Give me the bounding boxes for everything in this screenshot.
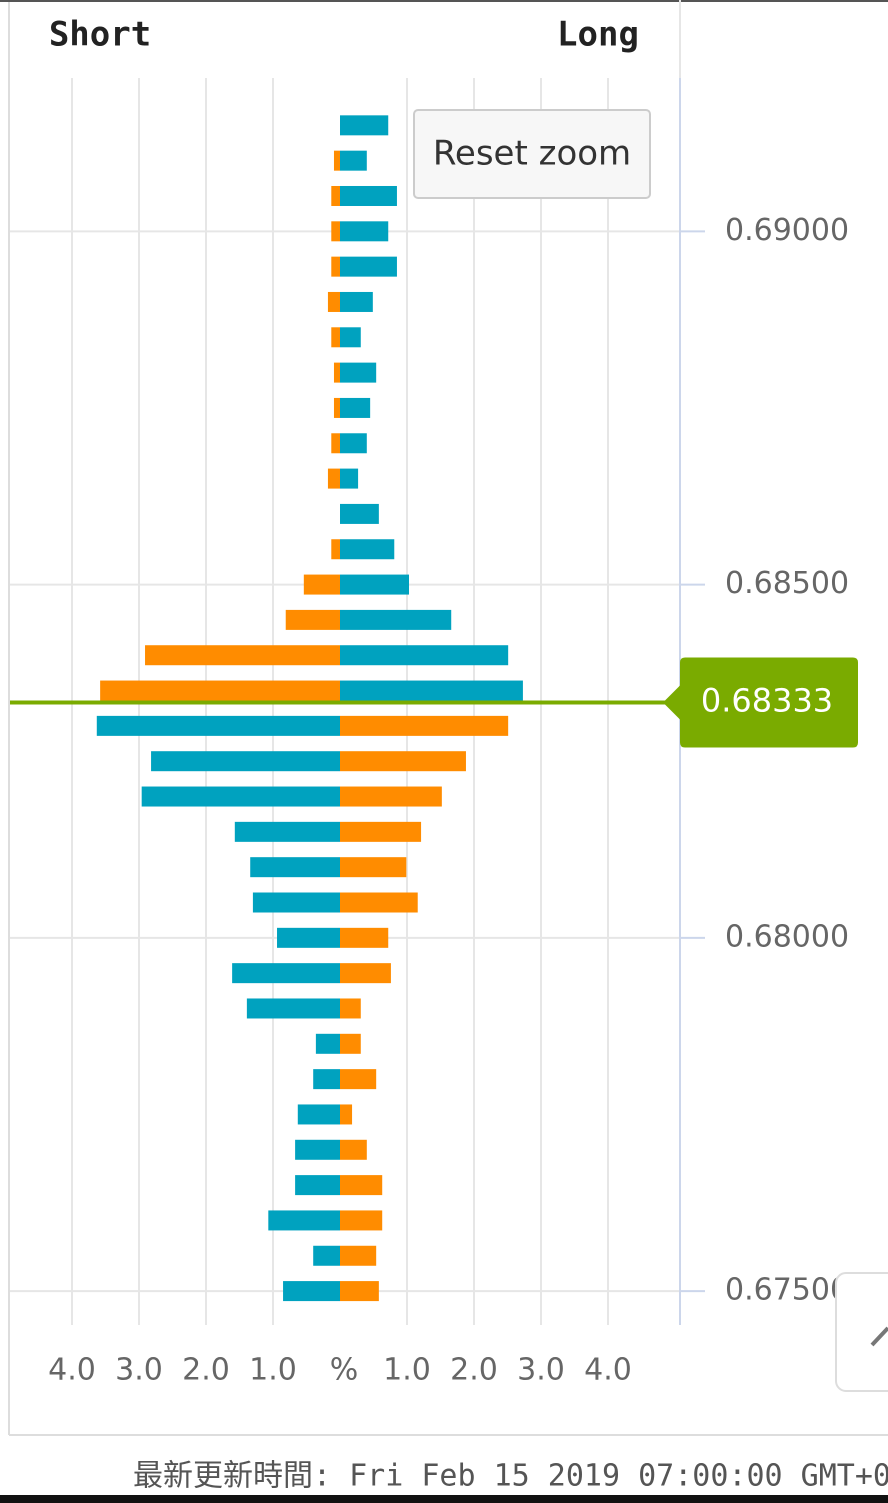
bar	[333, 397, 340, 418]
bar	[340, 291, 373, 312]
reset-button-bg[interactable]	[413, 109, 651, 199]
bar	[340, 609, 452, 630]
bar	[277, 927, 340, 948]
bar	[327, 468, 340, 489]
bar	[340, 786, 442, 807]
bar	[313, 1069, 340, 1090]
bar	[315, 1033, 340, 1054]
bar	[250, 857, 340, 878]
bar	[340, 998, 361, 1019]
bar	[340, 1245, 377, 1266]
bar	[313, 1245, 340, 1266]
bar	[340, 574, 410, 595]
x-tick-label: 4.0	[584, 1353, 632, 1388]
bar	[340, 503, 379, 524]
long-header: Long	[557, 15, 639, 55]
bar	[340, 821, 422, 842]
bar	[340, 256, 397, 277]
bar	[268, 1210, 340, 1231]
bar	[333, 362, 340, 383]
reset-button-label[interactable]: Reset zoom	[433, 134, 631, 174]
bar	[340, 680, 523, 701]
bar	[340, 397, 371, 418]
bar	[303, 574, 340, 595]
bar	[151, 751, 340, 772]
current-price-tag	[663, 657, 858, 748]
bar	[297, 1104, 340, 1125]
bar	[340, 1175, 383, 1196]
bar	[295, 1139, 340, 1160]
bar	[340, 892, 418, 913]
x-tick-label: 3.0	[115, 1353, 163, 1388]
bar	[252, 892, 340, 913]
x-tick-label: 1.0	[249, 1353, 297, 1388]
bottom-bar	[0, 1495, 888, 1503]
bar	[340, 468, 359, 489]
bar	[246, 998, 340, 1019]
bar	[285, 609, 340, 630]
x-center-label: %	[330, 1353, 359, 1388]
bar	[283, 1281, 340, 1302]
short-header: Short	[49, 15, 151, 55]
bar	[340, 150, 367, 171]
bar	[141, 786, 340, 807]
bar	[340, 927, 389, 948]
bar	[340, 1033, 361, 1054]
y-tick-label: 0.67500	[725, 1273, 849, 1308]
bar	[340, 1139, 367, 1160]
bar	[100, 680, 340, 701]
bar	[340, 433, 367, 454]
bar	[333, 150, 340, 171]
reset-button[interactable]: Reset zoom	[413, 109, 651, 199]
bar	[340, 1281, 379, 1302]
y-tick-label: 0.68500	[725, 566, 849, 601]
bar	[331, 433, 340, 454]
current-price-label: 0.68333	[701, 682, 833, 720]
bar	[331, 539, 340, 560]
bar	[340, 963, 391, 984]
bar	[331, 185, 340, 206]
bar	[331, 256, 340, 277]
bar	[340, 1069, 377, 1090]
y-tick-label: 0.69000	[725, 213, 849, 248]
bar	[340, 751, 466, 772]
bar	[327, 291, 340, 312]
bar	[340, 857, 407, 878]
bar	[340, 362, 377, 383]
bar	[331, 327, 340, 348]
bar	[340, 645, 509, 666]
side-button-icon	[870, 1326, 888, 1347]
bar	[145, 645, 340, 666]
side-button-bg[interactable]	[835, 1272, 888, 1392]
x-tick-label: 4.0	[48, 1353, 96, 1388]
bar	[340, 539, 395, 560]
x-tick-label: 1.0	[383, 1353, 431, 1388]
bar	[232, 963, 340, 984]
x-tick-label: 2.0	[182, 1353, 230, 1388]
x-tick-label: 3.0	[517, 1353, 565, 1388]
bar	[96, 715, 340, 736]
bar	[340, 327, 361, 348]
footer: 最新更新時間: Fri Feb 15 2019 07:00:00 GMT+090	[133, 1459, 888, 1494]
bar	[234, 821, 340, 842]
bar	[340, 115, 389, 136]
x-tick-label: 2.0	[450, 1353, 498, 1388]
bar	[340, 1104, 353, 1125]
bar	[340, 221, 389, 242]
y-tick-label: 0.68000	[725, 919, 849, 954]
bar	[295, 1175, 340, 1196]
bar	[340, 1210, 383, 1231]
bar	[340, 715, 509, 736]
side-button[interactable]	[835, 1272, 888, 1392]
bar	[340, 185, 397, 206]
bar	[331, 221, 340, 242]
